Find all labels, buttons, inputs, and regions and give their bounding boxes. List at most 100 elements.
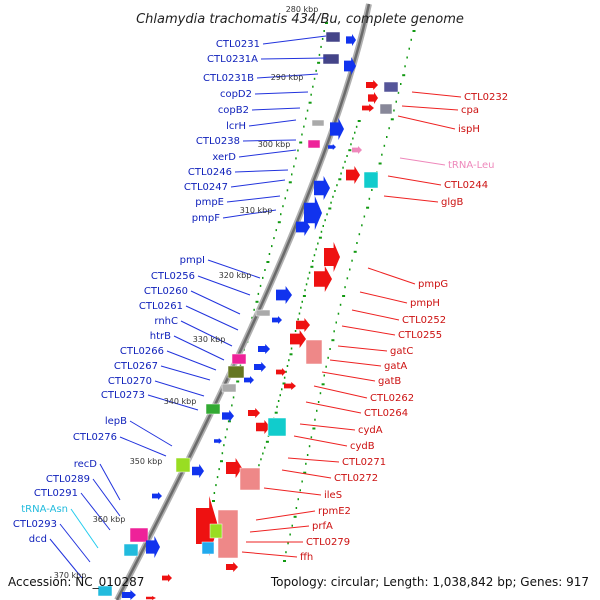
gc-dot [337, 312, 340, 315]
gc-dot [315, 248, 317, 251]
gc-dot [274, 411, 278, 414]
leader-line [293, 435, 348, 447]
gc-dot [325, 365, 327, 368]
gc-dot [328, 207, 332, 210]
gc-dot [320, 230, 323, 233]
gene-label-ctl0246: CTL0246 [188, 167, 232, 178]
gene-label-gata: gatA [384, 361, 407, 372]
gc-dot [300, 306, 302, 309]
gc-dot [371, 189, 373, 191]
kbp-tick-label: 290 kbp [271, 73, 304, 82]
gene-feature-arrow [146, 596, 156, 600]
gene-feature-box [383, 81, 399, 93]
gc-dot [257, 292, 260, 295]
leader-line [166, 350, 217, 371]
gc-dot [295, 507, 298, 509]
gc-dot [223, 444, 225, 447]
gene-label-ctl0262: CTL0262 [370, 393, 414, 404]
gc-dot [220, 460, 223, 463]
gc-dot [253, 308, 255, 311]
gc-dot [408, 47, 410, 50]
gc-dot [216, 476, 219, 479]
gc-dot [322, 225, 324, 227]
gc-dot [313, 254, 316, 257]
gc-dot [325, 22, 328, 24]
leader-line [226, 195, 281, 203]
gc-dot [288, 181, 292, 184]
gene-label-copb2: copB2 [218, 105, 249, 116]
gene-label-pmph: pmpH [410, 298, 440, 309]
gc-dot [355, 125, 358, 128]
gc-dot [301, 480, 303, 483]
gene-label-prfa: prfA [312, 521, 333, 532]
gene-feature-box [209, 523, 223, 539]
gc-dot [314, 418, 316, 421]
gene-feature-box [205, 403, 221, 415]
gc-dot [283, 560, 286, 562]
gc-dot [291, 524, 293, 527]
gene-label-cyda: cydA [358, 425, 383, 436]
gc-dot [281, 388, 283, 391]
gc-dot [290, 347, 293, 350]
gene-labels: CTL0231 CTL0231A CTL0231B copD2 copB2 lcrH CTL… [13, 39, 508, 563]
gc-dot [303, 471, 307, 474]
gc-dot [239, 364, 242, 367]
gene-label-cpa: cpa [461, 105, 479, 116]
gene-label-lcrh: lcrH [226, 121, 246, 132]
gc-dot [320, 45, 322, 48]
gc-dot [305, 117, 307, 120]
gc-dot [286, 365, 289, 367]
gene-label-ctl0255: CTL0255 [398, 330, 442, 341]
gene-feature-arrow [122, 590, 136, 600]
gene-feature-arrow [344, 57, 356, 75]
gc-dot [338, 178, 342, 181]
leader-line [180, 320, 233, 347]
gc-dot [301, 133, 303, 136]
gc-dot [316, 409, 318, 412]
leader-line [281, 469, 332, 479]
leader-line [59, 523, 91, 563]
gc-dot [319, 392, 322, 395]
gc-dot [285, 370, 287, 373]
gc-dot [333, 330, 335, 333]
gene-label-ctl0273: CTL0273 [101, 390, 145, 401]
leader-line [238, 149, 297, 158]
gc-dot [306, 454, 309, 456]
gene-label-trna-asn: tRNA-Asn [21, 504, 68, 515]
gc-dot [271, 245, 273, 248]
gc-dot [295, 157, 297, 160]
gc-dot [390, 118, 394, 121]
gc-dot [386, 136, 388, 138]
gene-label-recd: recD [74, 459, 98, 470]
gc-dot [299, 489, 301, 492]
gc-dot [277, 221, 281, 224]
gc-dot [344, 160, 346, 163]
gc-dot [221, 452, 224, 455]
gc-dot [342, 166, 344, 169]
gc-dot [275, 229, 277, 232]
leader-line [359, 291, 408, 304]
gene-label-ctl0261: CTL0261 [139, 301, 183, 312]
gene-label-ctl0272: CTL0272 [334, 473, 378, 484]
leader-line [399, 157, 446, 166]
gene-feature-arrow [368, 92, 378, 104]
gc-dot [303, 125, 305, 128]
gc-dot [406, 56, 408, 59]
leader-line [251, 107, 301, 111]
gc-dot [312, 427, 316, 430]
gc-dot [282, 382, 286, 385]
label-leader-lines [49, 35, 462, 579]
gene-label-trna-leu: tRNA-Leu [448, 160, 494, 171]
gene-feature-arrow [196, 496, 218, 556]
gc-dot [299, 141, 303, 144]
gc-dot [226, 428, 228, 431]
gc-dot [344, 286, 346, 289]
gc-dot [304, 289, 306, 292]
gc-dot [318, 236, 322, 239]
gene-feature-arrow [226, 562, 238, 572]
gc-dot [357, 120, 361, 122]
leader-line [305, 401, 362, 414]
leader-line [254, 91, 309, 95]
gc-dot [307, 277, 309, 280]
gene-feature-box [239, 467, 261, 491]
